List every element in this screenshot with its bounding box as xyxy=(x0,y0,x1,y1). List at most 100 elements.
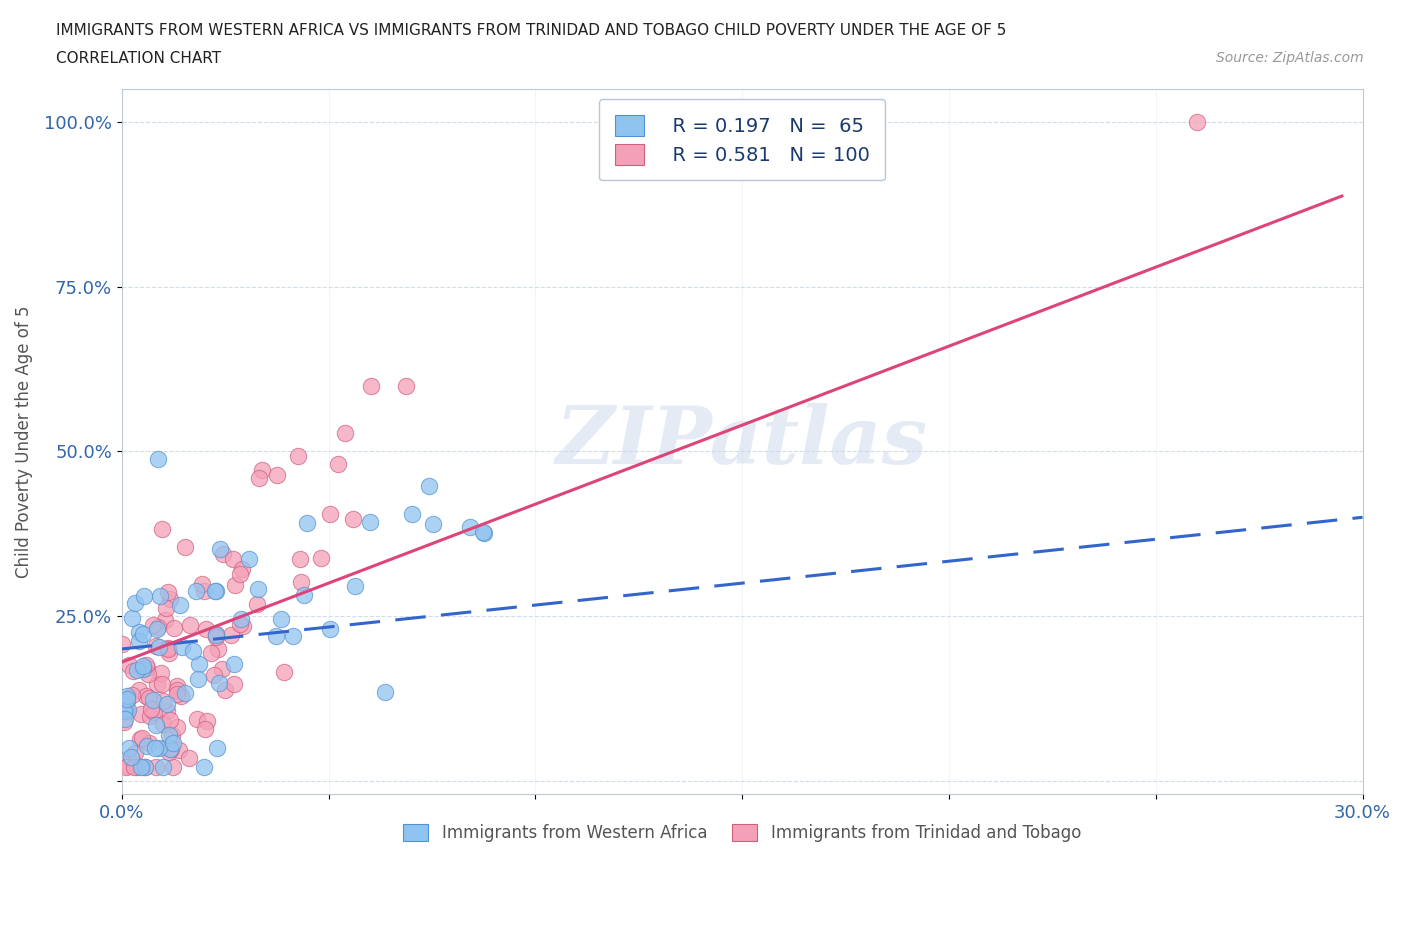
Point xyxy=(156,642,179,657)
Point xyxy=(127,662,149,677)
Point xyxy=(153,613,176,628)
Point xyxy=(211,661,233,676)
Point xyxy=(169,742,191,757)
Point xyxy=(135,738,157,753)
Point xyxy=(246,596,269,611)
Point xyxy=(177,751,200,765)
Point xyxy=(166,720,188,735)
Point xyxy=(170,688,193,703)
Point xyxy=(135,658,157,672)
Point xyxy=(159,712,181,727)
Point xyxy=(148,640,170,655)
Point xyxy=(246,581,269,596)
Point xyxy=(120,750,142,764)
Point xyxy=(173,685,195,700)
Point xyxy=(229,612,252,627)
Point xyxy=(231,562,253,577)
Point xyxy=(166,679,188,694)
Point xyxy=(238,551,260,566)
Point xyxy=(121,751,143,766)
Point xyxy=(146,619,169,634)
Point xyxy=(309,551,332,565)
Point xyxy=(187,657,209,671)
Point xyxy=(134,760,156,775)
Point xyxy=(117,703,139,718)
Text: ZIPatlas: ZIPatlas xyxy=(557,403,928,480)
Point xyxy=(1185,115,1208,130)
Point xyxy=(138,736,160,751)
Point xyxy=(136,660,159,675)
Point xyxy=(214,683,236,698)
Point xyxy=(207,676,229,691)
Point xyxy=(281,629,304,644)
Point xyxy=(111,637,134,652)
Point xyxy=(195,713,218,728)
Point xyxy=(159,744,181,759)
Point xyxy=(150,522,173,537)
Point xyxy=(224,657,246,671)
Point xyxy=(472,525,495,539)
Point xyxy=(232,618,254,633)
Point xyxy=(152,717,174,732)
Point xyxy=(152,760,174,775)
Point xyxy=(204,583,226,598)
Point xyxy=(115,691,138,706)
Point xyxy=(205,630,228,644)
Point xyxy=(121,663,143,678)
Point xyxy=(187,671,209,686)
Point xyxy=(114,711,136,726)
Point xyxy=(115,705,138,720)
Point xyxy=(138,691,160,706)
Point xyxy=(374,684,396,699)
Point xyxy=(200,646,222,661)
Point xyxy=(195,621,218,636)
Point xyxy=(114,702,136,717)
Point xyxy=(146,621,169,636)
Point xyxy=(118,741,141,756)
Point xyxy=(292,588,315,603)
Point xyxy=(117,693,139,708)
Point xyxy=(472,525,495,540)
Point xyxy=(160,727,183,742)
Point xyxy=(295,516,318,531)
Point xyxy=(112,715,135,730)
Point xyxy=(170,640,193,655)
Point xyxy=(207,641,229,656)
Point xyxy=(143,705,166,720)
Point xyxy=(273,664,295,679)
Point xyxy=(125,760,148,775)
Point xyxy=(190,577,212,591)
Point xyxy=(156,697,179,711)
Point xyxy=(150,677,173,692)
Point xyxy=(156,739,179,754)
Point xyxy=(148,741,170,756)
Point xyxy=(418,479,440,494)
Point xyxy=(145,718,167,733)
Point xyxy=(222,551,245,566)
Point xyxy=(132,662,155,677)
Point xyxy=(131,627,153,642)
Point xyxy=(115,760,138,775)
Point xyxy=(252,462,274,477)
Point xyxy=(145,639,167,654)
Point xyxy=(205,627,228,642)
Point xyxy=(205,628,228,643)
Point xyxy=(138,667,160,682)
Point xyxy=(193,760,215,775)
Point xyxy=(181,644,204,658)
Text: Source: ZipAtlas.com: Source: ZipAtlas.com xyxy=(1216,51,1364,65)
Point xyxy=(122,760,145,775)
Point xyxy=(270,611,292,626)
Point xyxy=(150,665,173,680)
Point xyxy=(319,622,342,637)
Point xyxy=(135,689,157,704)
Point xyxy=(179,618,201,632)
Point xyxy=(342,512,364,526)
Point xyxy=(211,547,233,562)
Point xyxy=(124,746,146,761)
Point xyxy=(157,640,180,655)
Point xyxy=(162,736,184,751)
Point xyxy=(169,597,191,612)
Point xyxy=(202,668,225,683)
Point xyxy=(121,687,143,702)
